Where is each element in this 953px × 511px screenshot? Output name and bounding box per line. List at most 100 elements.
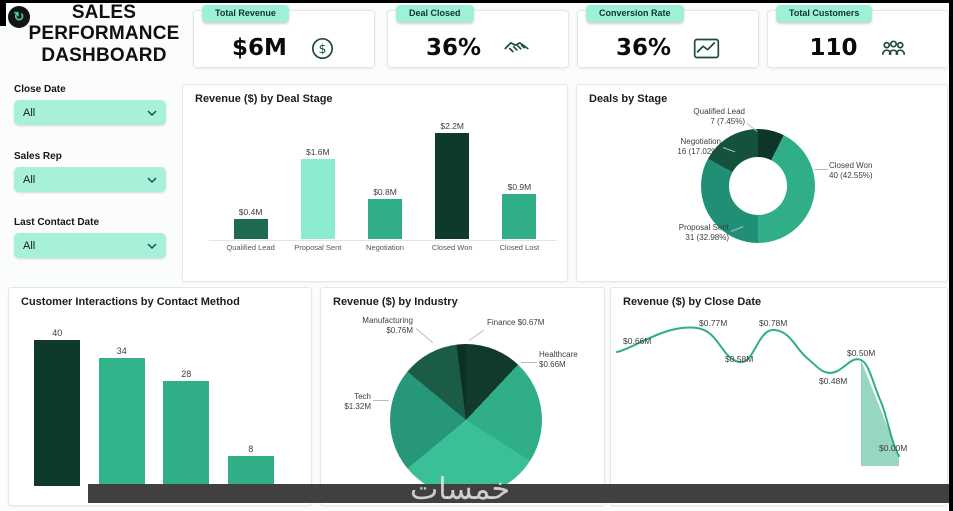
filter-group-last-contact-date: Last Contact Date All bbox=[14, 217, 166, 258]
bar-category-label: Proposal Sent bbox=[294, 243, 342, 252]
logo-icon: ↻ bbox=[8, 6, 30, 28]
title-line-3: DASHBOARD bbox=[41, 44, 167, 66]
label-connector-line bbox=[468, 329, 485, 341]
chart-title-deals-by-stage: Deals by Stage bbox=[589, 93, 668, 105]
bar-category-label: Negotiation bbox=[366, 243, 404, 252]
sales-rep-dropdown[interactable]: All bbox=[14, 167, 166, 192]
people-icon bbox=[880, 35, 907, 62]
bar-group-method-4: 8 bbox=[219, 328, 284, 504]
bar-contact-method-3[interactable] bbox=[163, 380, 210, 486]
bar-value-label: 34 bbox=[116, 346, 127, 357]
logo-glyph: ↻ bbox=[13, 9, 25, 24]
screen-edge-right bbox=[949, 0, 953, 511]
point-label: $0.77M bbox=[699, 318, 728, 328]
kpi-label-conversion-rate: Conversion Rate bbox=[586, 5, 684, 22]
point-label: $0.58M bbox=[725, 354, 754, 364]
watermark-text: خمسات bbox=[409, 472, 511, 507]
filter-label-sales-rep: Sales Rep bbox=[14, 151, 62, 162]
kpi-card-total-customers: Total Customers 110 bbox=[767, 5, 949, 68]
kpi-value-total-revenue: $6M bbox=[232, 35, 287, 61]
screen-edge-left bbox=[0, 0, 6, 26]
bar-group-qualified-lead: $0.4M Qualified Lead bbox=[217, 121, 284, 263]
kpi-value-deal-closed: 36% bbox=[425, 35, 482, 61]
bar-chart-deal-stage: $0.4M Qualified Lead $1.6M Proposal Sent… bbox=[217, 121, 553, 263]
bar-group-negotiation: $0.8M Negotiation bbox=[351, 121, 418, 263]
bar-group-method-2: 34 bbox=[90, 328, 155, 504]
last-contact-date-dropdown[interactable]: All bbox=[14, 233, 166, 258]
label-connector-line bbox=[521, 362, 537, 363]
donut-label-closed-won: Closed Won 40 (42.55%) bbox=[829, 161, 873, 181]
watermark-bar bbox=[88, 484, 953, 503]
trend-line-icon bbox=[693, 35, 720, 62]
pie-label-healthcare: Healthcare $0.66M bbox=[539, 350, 578, 370]
filter-group-sales-rep: Sales Rep All bbox=[14, 151, 166, 192]
chart-title-customer-interactions: Customer Interactions by Contact Method bbox=[21, 296, 240, 308]
chart-title-revenue-by-industry: Revenue ($) by Industry bbox=[333, 296, 458, 308]
bar-group-closed-won: $2.2M Closed Won bbox=[419, 121, 486, 263]
donut-hole bbox=[729, 157, 787, 215]
bar-category-label: Qualified Lead bbox=[226, 243, 275, 252]
bar-group-proposal-sent: $1.6M Proposal Sent bbox=[284, 121, 351, 263]
label-connector-line bbox=[373, 400, 389, 401]
filter-group-close-date: Close Date All bbox=[14, 84, 166, 125]
label-connector-line bbox=[814, 169, 828, 170]
bar-chart-contact-method: 40 34 28 8 bbox=[25, 328, 283, 504]
last-contact-date-value: All bbox=[23, 239, 36, 252]
bar-negotiation[interactable] bbox=[368, 198, 402, 239]
point-label: $0.78M bbox=[759, 318, 788, 328]
bar-category-label: Closed Won bbox=[431, 243, 473, 252]
bar-closed-won[interactable] bbox=[435, 133, 470, 239]
bar-value-label: $0.8M bbox=[373, 186, 397, 197]
svg-text:$: $ bbox=[319, 42, 327, 56]
point-label: $0.66M bbox=[623, 336, 652, 346]
page-title: SALES PERFORMANCE DASHBOARD bbox=[26, 2, 182, 66]
donut-label-proposal-sent: Proposal Sent 31 (32.98%) bbox=[678, 223, 729, 243]
kpi-card-conversion-rate: Conversion Rate 36% bbox=[577, 5, 759, 68]
chevron-down-icon bbox=[147, 242, 157, 249]
bar-contact-method-4[interactable] bbox=[227, 455, 274, 486]
donut-label-qualified-lead: Qualified Lead 7 (7.45%) bbox=[693, 107, 745, 127]
kpi-value-conversion-rate: 36% bbox=[615, 35, 672, 61]
pie-label-finance: Finance $0.67M bbox=[487, 318, 545, 327]
bar-value-label: 28 bbox=[181, 368, 192, 379]
chevron-down-icon bbox=[147, 176, 157, 183]
bar-group-method-3: 28 bbox=[154, 328, 219, 504]
close-date-area bbox=[861, 360, 899, 466]
point-label: $0.48M bbox=[819, 376, 848, 386]
donut-chart-deals-by-stage[interactable] bbox=[701, 129, 815, 243]
pie-chart-revenue-by-industry[interactable] bbox=[390, 344, 542, 496]
close-date-dropdown[interactable]: All bbox=[14, 100, 166, 125]
bar-value-label: 40 bbox=[52, 328, 63, 338]
pie-label-manufacturing: Manufacturing $0.76M bbox=[362, 316, 413, 336]
kpi-card-deal-closed: Deal Closed 36% bbox=[387, 5, 569, 68]
title-line-2: PERFORMANCE bbox=[28, 23, 180, 45]
bar-value-label: $1.6M bbox=[305, 146, 330, 157]
point-label: $0.50M bbox=[847, 348, 876, 358]
bar-group-closed-lost: $0.9M Closed Lost bbox=[486, 121, 553, 263]
line-chart-revenue-by-close-date bbox=[616, 326, 900, 466]
pie-label-tech: Tech $1.32M bbox=[344, 392, 371, 412]
dollar-circle-icon: $ bbox=[309, 35, 336, 62]
close-date-line bbox=[616, 326, 900, 457]
title-line-1: SALES bbox=[71, 2, 137, 23]
kpi-label-deal-closed: Deal Closed bbox=[396, 5, 474, 22]
close-date-value: All bbox=[23, 106, 36, 119]
bar-contact-method-1[interactable] bbox=[34, 340, 81, 486]
screen-edge-top bbox=[0, 0, 953, 3]
kpi-label-total-customers: Total Customers bbox=[776, 5, 873, 22]
panel-customer-interactions: Customer Interactions by Contact Method … bbox=[8, 287, 312, 506]
sales-rep-value: All bbox=[23, 173, 36, 186]
donut-label-negotiation: Negotiation 16 (17.02%) bbox=[677, 137, 721, 157]
point-label: $0.00M bbox=[879, 443, 908, 453]
bar-proposal-sent[interactable] bbox=[300, 158, 335, 239]
bar-group-method-1: 40 bbox=[25, 328, 90, 504]
bar-closed-lost[interactable] bbox=[502, 193, 537, 239]
kpi-value-total-customers: 110 bbox=[809, 35, 858, 61]
filter-label-close-date: Close Date bbox=[14, 84, 66, 95]
chevron-down-icon bbox=[147, 109, 157, 116]
bar-contact-method-2[interactable] bbox=[98, 358, 145, 486]
handshake-icon bbox=[503, 35, 530, 62]
bar-value-label: 8 bbox=[248, 443, 254, 454]
bar-qualified-lead[interactable] bbox=[233, 218, 268, 239]
bar-value-label: $2.2M bbox=[440, 121, 465, 131]
